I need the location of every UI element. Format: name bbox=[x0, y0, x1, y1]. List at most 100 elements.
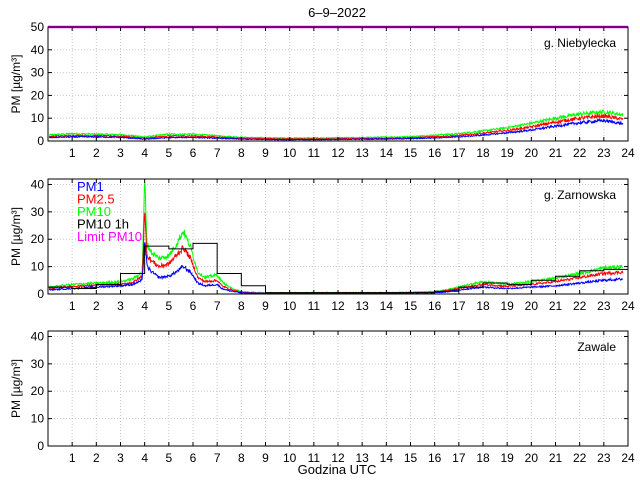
x-tick-label: 10 bbox=[283, 451, 297, 465]
x-tick-label: 3 bbox=[117, 146, 124, 160]
y-tick-label: 50 bbox=[31, 20, 45, 34]
x-tick-label: 1 bbox=[69, 146, 76, 160]
station-label: g. Niebylecka bbox=[544, 36, 616, 50]
plot-area bbox=[48, 109, 624, 141]
x-tick-label: 17 bbox=[452, 299, 466, 313]
legend-pm1: PM1 bbox=[77, 179, 104, 194]
x-tick-label: 7 bbox=[214, 146, 221, 160]
x-tick-label: 2 bbox=[93, 451, 100, 465]
x-tick-label: 9 bbox=[262, 451, 269, 465]
x-tick-label: 13 bbox=[355, 299, 369, 313]
y-tick-label: 10 bbox=[31, 260, 45, 274]
series-pm1-line bbox=[48, 242, 624, 294]
x-tick-label: 6 bbox=[190, 146, 197, 160]
x-tick-label: 19 bbox=[500, 299, 514, 313]
y-tick-label: 0 bbox=[37, 134, 44, 148]
x-tick-label: 5 bbox=[165, 451, 172, 465]
y-tick-label: 20 bbox=[31, 384, 45, 398]
y-tick-label: 40 bbox=[31, 329, 45, 343]
x-tick-label: 1 bbox=[69, 299, 76, 313]
x-tick-label: 18 bbox=[476, 146, 490, 160]
x-tick-label: 20 bbox=[525, 451, 539, 465]
x-tick-label: 7 bbox=[214, 299, 221, 313]
x-tick-label: 8 bbox=[238, 451, 245, 465]
y-tick-label: 0 bbox=[37, 287, 44, 301]
x-tick-label: 8 bbox=[238, 299, 245, 313]
y-axis-label: PM [µg/m³] bbox=[9, 359, 23, 418]
x-tick-label: 14 bbox=[380, 451, 394, 465]
x-tick-label: 23 bbox=[597, 146, 611, 160]
x-tick-label: 12 bbox=[331, 146, 345, 160]
legend-pm10: PM10 bbox=[77, 204, 111, 219]
x-tick-label: 10 bbox=[283, 299, 297, 313]
x-tick-label: 21 bbox=[549, 299, 563, 313]
y-tick-label: 20 bbox=[31, 232, 45, 246]
series-pm10-1h-steps bbox=[48, 242, 628, 294]
x-tick-label: 9 bbox=[262, 146, 269, 160]
x-tick-label: 3 bbox=[117, 299, 124, 313]
x-tick-label: 9 bbox=[262, 299, 269, 313]
legend-limit: Limit PM10 bbox=[77, 229, 142, 244]
x-tick-label: 16 bbox=[428, 299, 442, 313]
x-tick-label: 5 bbox=[165, 299, 172, 313]
x-tick-label: 11 bbox=[308, 146, 321, 160]
x-tick-label: 17 bbox=[452, 146, 466, 160]
x-tick-label: 4 bbox=[141, 146, 148, 160]
y-tick-label: 30 bbox=[31, 66, 45, 80]
x-tick-label: 6 bbox=[190, 451, 197, 465]
plot-area bbox=[48, 182, 628, 294]
x-tick-label: 24 bbox=[621, 146, 635, 160]
y-tick-label: 40 bbox=[31, 43, 45, 57]
x-tick-label: 22 bbox=[573, 299, 587, 313]
x-tick-label: 21 bbox=[549, 451, 563, 465]
x-tick-label: 13 bbox=[355, 146, 369, 160]
x-tick-label: 19 bbox=[500, 451, 514, 465]
station-label: Zawale bbox=[577, 340, 616, 354]
x-tick-label: 1 bbox=[69, 451, 76, 465]
x-tick-label: 16 bbox=[428, 451, 442, 465]
x-tick-label: 14 bbox=[380, 299, 394, 313]
panel-1: 1 2 3 4 5 6 7 8 9 10 11 12 13 14 15 16 17 18 19 20 21 22 23 240… bbox=[9, 20, 635, 160]
x-tick-label: 24 bbox=[621, 299, 635, 313]
x-tick-label: 14 bbox=[380, 146, 394, 160]
y-tick-label: 40 bbox=[31, 177, 45, 191]
x-tick-label: 2 bbox=[93, 146, 100, 160]
x-tick-label: 23 bbox=[597, 451, 611, 465]
x-tick-label: 12 bbox=[331, 299, 345, 313]
x-tick-label: 22 bbox=[573, 451, 587, 465]
x-tick-label: 15 bbox=[404, 451, 418, 465]
y-tick-label: 30 bbox=[31, 357, 45, 371]
x-tick-label: 4 bbox=[141, 451, 148, 465]
x-tick-label: 15 bbox=[404, 299, 418, 313]
x-tick-label: 18 bbox=[476, 299, 490, 313]
x-tick-label: 7 bbox=[214, 451, 221, 465]
y-axis-label: PM [µg/m³] bbox=[9, 207, 23, 266]
y-tick-label: 20 bbox=[31, 88, 45, 102]
x-tick-label: 11 bbox=[308, 451, 321, 465]
figure-title: 6–9–2022 bbox=[308, 5, 366, 20]
x-tick-label: 24 bbox=[621, 451, 635, 465]
x-tick-label: 22 bbox=[573, 146, 587, 160]
x-tick-label: 18 bbox=[476, 451, 490, 465]
y-tick-label: 10 bbox=[31, 111, 45, 125]
x-tick-label: 4 bbox=[141, 299, 148, 313]
x-tick-label: 17 bbox=[452, 451, 466, 465]
series-pm10-line bbox=[48, 109, 624, 140]
legend-pm10_1h: PM10 1h bbox=[77, 217, 129, 232]
y-axis-label: PM [µg/m³] bbox=[9, 55, 23, 114]
x-tick-label: 12 bbox=[331, 451, 345, 465]
x-tick-label: 5 bbox=[165, 146, 172, 160]
x-axis-label: Godzina UTC bbox=[298, 462, 377, 477]
x-tick-label: 3 bbox=[117, 451, 124, 465]
y-tick-label: 0 bbox=[37, 439, 44, 453]
x-tick-label: 19 bbox=[500, 146, 514, 160]
x-tick-label: 10 bbox=[283, 146, 297, 160]
x-tick-label: 8 bbox=[238, 146, 245, 160]
x-tick-label: 20 bbox=[525, 299, 539, 313]
x-tick-label: 13 bbox=[355, 451, 369, 465]
x-tick-label: 11 bbox=[308, 299, 321, 313]
legend-pm25: PM2.5 bbox=[77, 192, 115, 207]
y-tick-label: 30 bbox=[31, 205, 45, 219]
x-tick-label: 23 bbox=[597, 299, 611, 313]
